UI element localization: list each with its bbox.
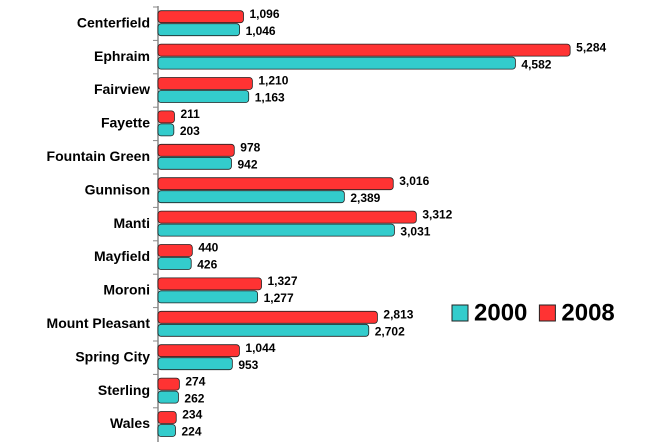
bar — [157, 290, 259, 304]
y-tick-label: Manti — [113, 215, 150, 231]
value-label: 942 — [237, 157, 257, 171]
value-label: 426 — [197, 258, 217, 272]
value-label: 440 — [198, 241, 218, 255]
bar — [157, 344, 240, 358]
bar — [157, 357, 233, 371]
legend-label: 2008 — [561, 299, 614, 326]
value-label: 1,046 — [246, 24, 276, 38]
y-tick-label: Centerfield — [77, 14, 150, 30]
y-tick-label: Mayfield — [94, 248, 150, 264]
value-label: 3,312 — [422, 207, 452, 221]
value-label: 211 — [180, 107, 200, 121]
bar — [157, 23, 240, 37]
value-label: 953 — [238, 358, 258, 372]
y-tick-label: Fairview — [94, 81, 150, 97]
bar — [157, 10, 244, 24]
bar — [157, 56, 516, 70]
bar — [157, 277, 262, 291]
y-tick-label: Wales — [110, 415, 150, 431]
bar — [157, 223, 395, 237]
y-tick-label: Moroni — [103, 282, 150, 298]
value-label: 2,389 — [350, 191, 380, 205]
bar — [157, 110, 175, 124]
bar — [157, 257, 192, 270]
value-label: 1,277 — [264, 291, 294, 305]
value-label: 3,016 — [399, 174, 429, 188]
value-label: 1,096 — [249, 7, 279, 21]
value-label: 1,044 — [245, 341, 275, 355]
bar — [157, 244, 193, 257]
y-tick-label: Gunnison — [85, 181, 150, 197]
value-label: 234 — [182, 408, 202, 422]
value-label: 1,163 — [255, 91, 285, 105]
value-label: 1,210 — [258, 74, 288, 88]
value-label: 2,813 — [383, 307, 413, 321]
y-tick-label: Fayette — [101, 115, 150, 131]
value-label: 262 — [184, 391, 204, 405]
bar — [157, 310, 378, 324]
value-label: 4,582 — [521, 57, 551, 71]
legend-swatch — [451, 304, 469, 322]
value-label: 224 — [181, 425, 201, 439]
value-label: 5,284 — [576, 40, 606, 54]
bar — [157, 143, 235, 157]
bar — [157, 190, 345, 204]
bar — [157, 377, 180, 391]
value-label: 203 — [180, 124, 200, 138]
bar — [157, 177, 394, 191]
bar — [157, 424, 176, 437]
bar — [157, 156, 232, 170]
bar — [157, 411, 177, 424]
bar — [157, 123, 175, 137]
value-label: 1,327 — [268, 274, 298, 288]
bar — [157, 90, 250, 103]
y-tick-label: Mount Pleasant — [47, 315, 151, 331]
legend-swatch — [538, 304, 556, 322]
bar — [157, 210, 417, 224]
legend-label: 2000 — [474, 299, 527, 326]
y-tick-label: Sterling — [98, 382, 150, 398]
value-label: 3,031 — [400, 224, 430, 238]
bar — [157, 43, 571, 57]
bar — [157, 390, 179, 404]
bar — [157, 323, 370, 337]
y-tick-label: Spring City — [75, 348, 150, 364]
value-label: 274 — [185, 374, 205, 388]
bar — [157, 77, 253, 90]
y-tick-label: Ephraim — [94, 48, 150, 64]
value-label: 2,702 — [375, 324, 405, 338]
y-tick-label: Fountain Green — [47, 148, 150, 164]
value-label: 978 — [240, 140, 260, 154]
